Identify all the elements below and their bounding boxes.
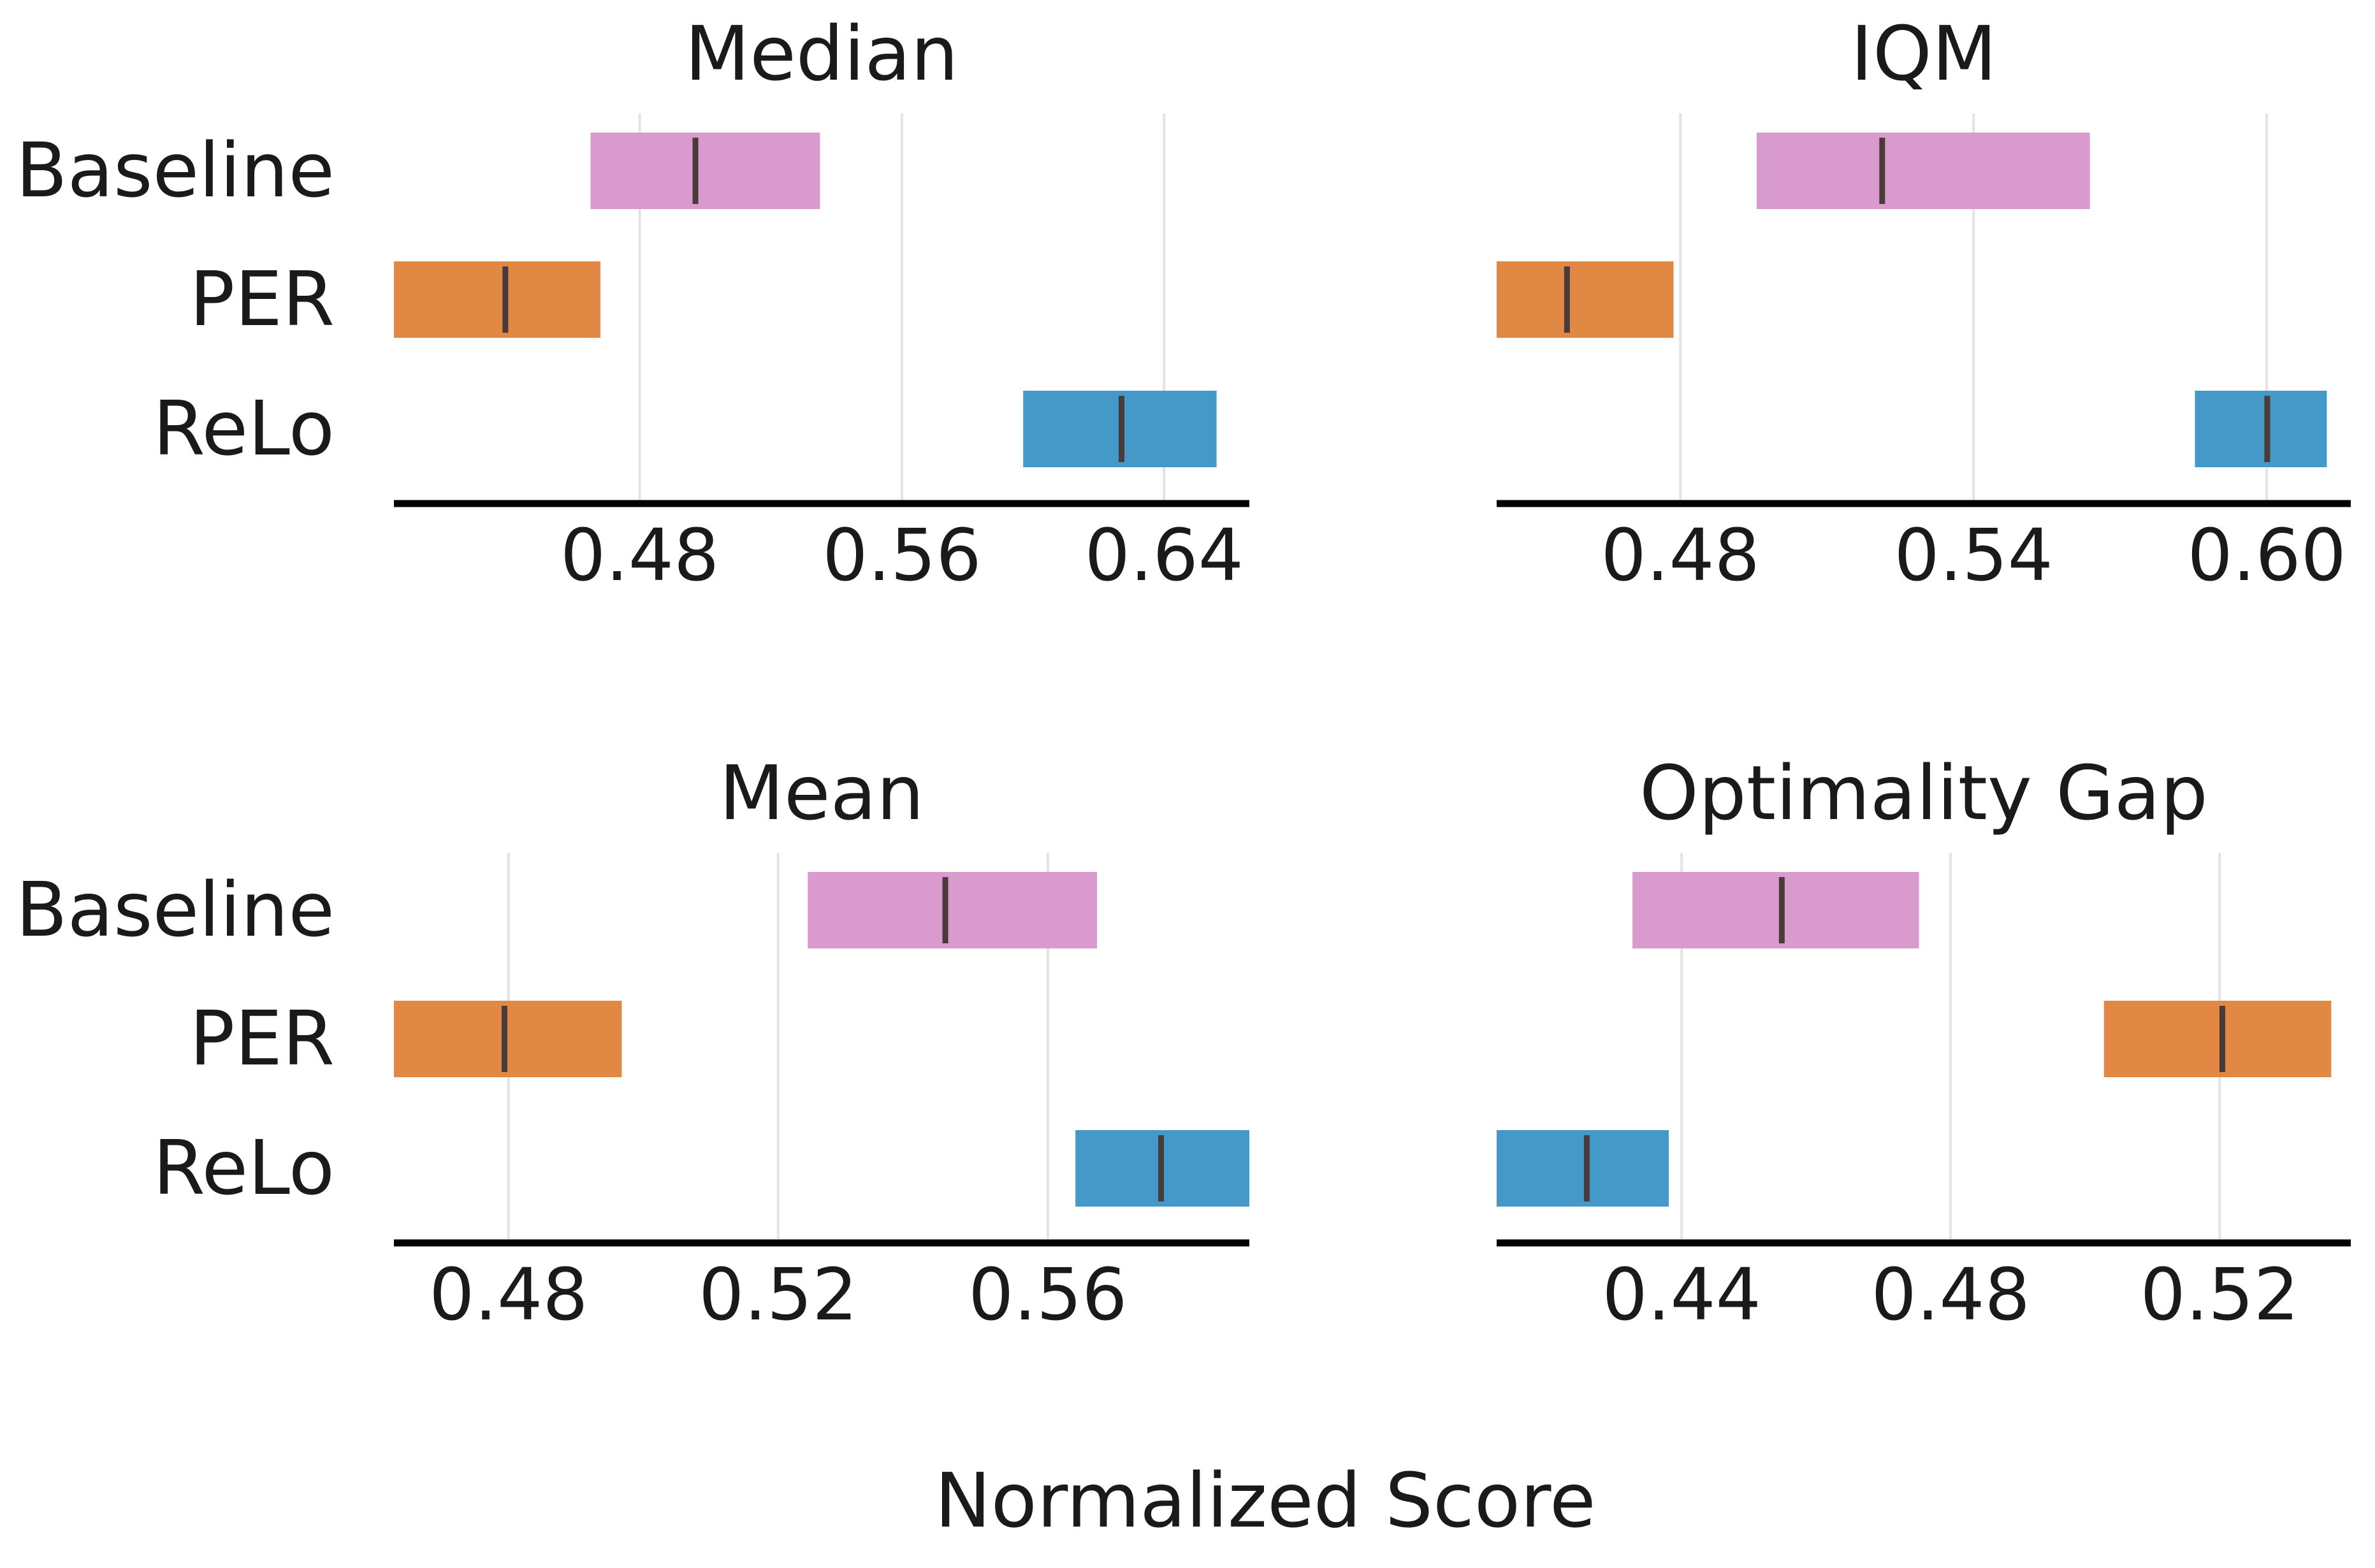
- interval-bar-baseline-mean: [808, 872, 1097, 948]
- interval-bar-per-median: [394, 261, 600, 338]
- panel-title-median: Median: [685, 10, 958, 98]
- x-tick-label-mean-1: 0.52: [699, 1254, 857, 1337]
- panels: Median Baseline PER ReLo 0.48 0.56 0.64 IQM 0.48…: [16, 10, 2351, 1337]
- x-tick-label-optimality-gap-1: 0.48: [1871, 1254, 2030, 1337]
- category-label-relo-mean: ReLo: [153, 1124, 335, 1212]
- x-tick-label-median-2: 0.64: [1085, 514, 1244, 597]
- panel-title-mean: Mean: [719, 749, 924, 837]
- x-tick-label-mean-2: 0.56: [968, 1254, 1127, 1337]
- panel-optimality-gap: Optimality Gap 0.44 0.48 0.52: [1497, 749, 2351, 1337]
- interval-bar-relo-optimality-gap: [1497, 1130, 1669, 1207]
- x-tick-label-mean-0: 0.48: [429, 1254, 588, 1337]
- x-tick-label-iqm-0: 0.48: [1601, 514, 1760, 597]
- panel-title-optimality-gap: Optimality Gap: [1639, 749, 2208, 837]
- interval-bar-per-iqm: [1497, 261, 1674, 338]
- interval-bar-baseline-optimality-gap: [1632, 872, 1919, 948]
- interval-bar-per-mean: [394, 1001, 622, 1077]
- x-tick-label-median-0: 0.48: [560, 514, 719, 597]
- category-label-per-median: PER: [189, 255, 335, 343]
- panel-iqm: IQM 0.48 0.54 0.60: [1497, 10, 2351, 597]
- interval-bar-baseline-iqm: [1756, 133, 2090, 209]
- x-tick-label-iqm-1: 0.54: [1894, 514, 2053, 597]
- x-tick-label-optimality-gap-2: 0.52: [2140, 1254, 2299, 1337]
- interval-bar-baseline-median: [590, 133, 820, 209]
- panel-median: Median Baseline PER ReLo 0.48 0.56 0.64: [16, 10, 1249, 597]
- x-tick-label-median-1: 0.56: [822, 514, 981, 597]
- category-label-relo-median: ReLo: [153, 384, 335, 472]
- category-label-baseline-median: Baseline: [16, 126, 335, 214]
- category-label-per-mean: PER: [189, 994, 335, 1082]
- x-tick-label-iqm-2: 0.60: [2187, 514, 2346, 597]
- interval-bar-per-optimality-gap: [2103, 1001, 2332, 1077]
- interval-bar-relo-iqm: [2195, 391, 2327, 467]
- x-tick-label-optimality-gap-0: 0.44: [1602, 1254, 1761, 1337]
- figure-x-axis-label: Normalized Score: [934, 1456, 1595, 1544]
- panel-title-iqm: IQM: [1850, 10, 1997, 98]
- panel-mean: Mean Baseline PER ReLo 0.48 0.52 0.56: [16, 749, 1249, 1337]
- category-label-baseline-mean: Baseline: [16, 866, 335, 954]
